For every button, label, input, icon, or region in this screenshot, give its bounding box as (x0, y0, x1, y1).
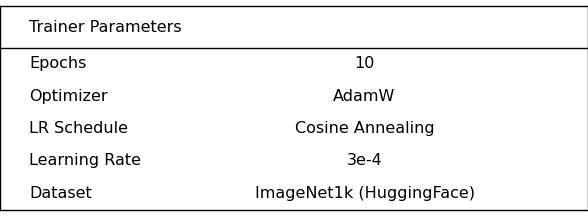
Text: 10: 10 (355, 56, 375, 71)
Text: Dataset: Dataset (29, 186, 92, 201)
Text: Epochs: Epochs (29, 56, 87, 71)
Text: AdamW: AdamW (333, 89, 396, 104)
Text: ImageNet1k (HuggingFace): ImageNet1k (HuggingFace) (255, 186, 475, 201)
Text: Trainer Parameters: Trainer Parameters (29, 19, 182, 35)
Text: LR Schedule: LR Schedule (29, 121, 128, 136)
Text: Learning Rate: Learning Rate (29, 153, 141, 168)
Text: 3e-4: 3e-4 (347, 153, 382, 168)
Text: Optimizer: Optimizer (29, 89, 108, 104)
Text: Cosine Annealing: Cosine Annealing (295, 121, 435, 136)
